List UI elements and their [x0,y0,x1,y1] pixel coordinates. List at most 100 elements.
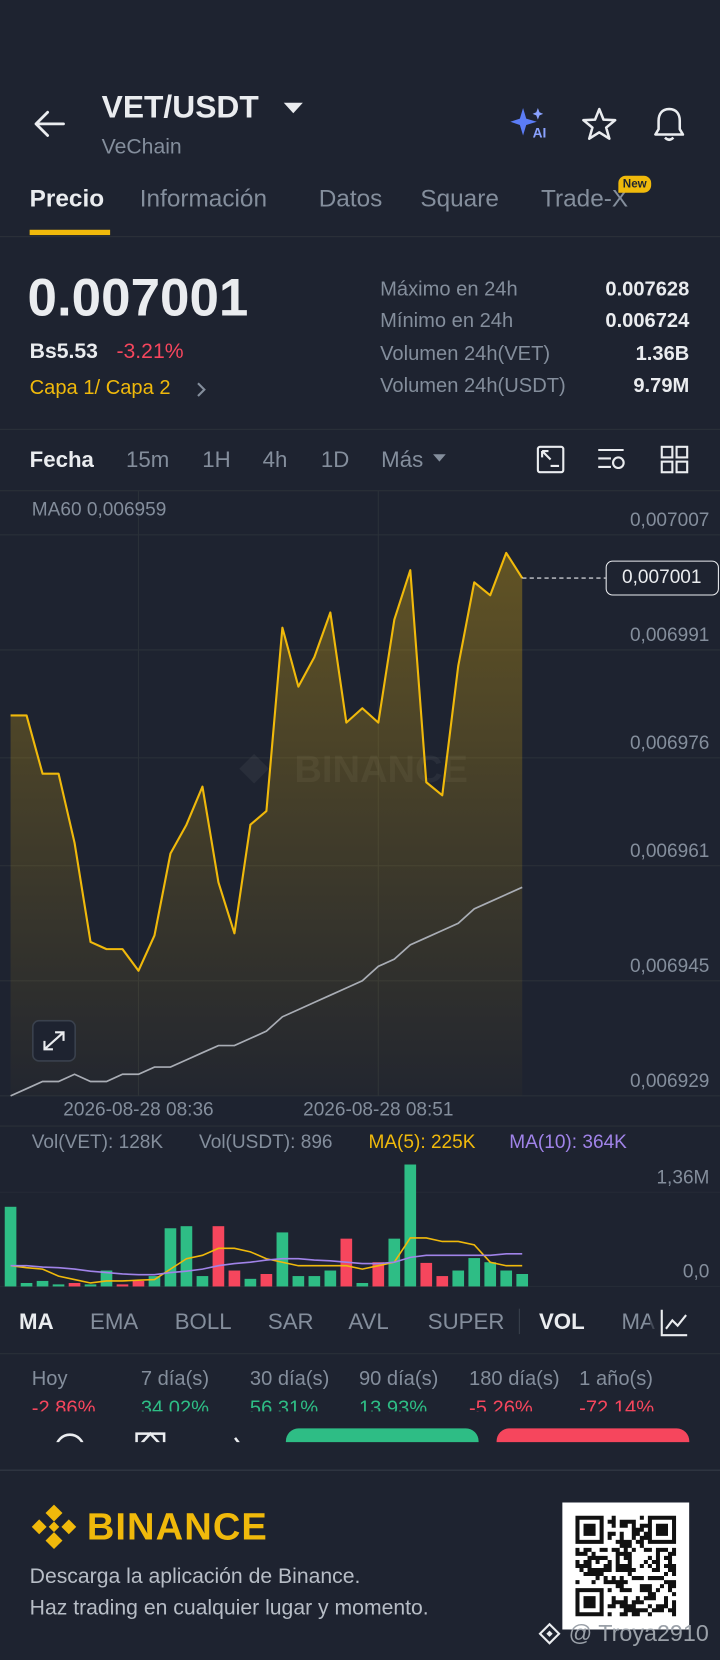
tab[interactable]: Precio [29,184,105,212]
buy-button[interactable] [285,1428,479,1443]
volume-bar [324,1270,337,1287]
indicator-tab[interactable]: MA [621,1309,655,1335]
period: 90 día(s) [358,1367,439,1391]
interval[interactable]: 1D [320,447,350,473]
volume-bar [132,1280,145,1287]
svg-text:AI: AI [533,126,547,141]
interval[interactable]: Más [381,447,424,473]
volume-bar [308,1276,321,1287]
period: Hoy [31,1367,68,1391]
last-price: 0.007001 [27,267,249,328]
banner-line: Descarga la aplicación de Binance. [29,1564,361,1589]
interval[interactable]: Fecha [29,447,94,473]
more-caret [433,454,446,462]
volume-bar [420,1262,433,1287]
period: 1 año(s) [579,1367,653,1391]
volume-bar [292,1276,305,1287]
interval[interactable]: 15m [125,447,170,473]
stat-label: Mínimo en 24h [380,310,514,333]
stat-value: 9.79M [633,374,690,398]
fullscreen-button[interactable] [32,1019,76,1062]
watermark-logo [538,1622,561,1645]
volume-bar [148,1276,161,1287]
volume-bar [436,1276,449,1287]
stat-label: Máximo en 24h [380,278,518,301]
price-line [10,551,524,972]
indicator-tab[interactable]: VOL [538,1309,585,1335]
volume-bar [100,1270,113,1287]
tab-underline [29,229,111,236]
indicator-icon [660,1309,688,1337]
stat-value: 0.007628 [605,278,690,301]
volume-bar [84,1284,97,1287]
tab[interactable]: Información [139,184,268,212]
tab[interactable]: Datos [318,184,383,212]
indicator-tab[interactable]: EMA [89,1309,139,1335]
last-price-box [605,560,719,596]
ai-button[interactable]: AI [510,106,550,142]
stat-value: 0.006724 [605,310,690,333]
price-area [10,552,523,1096]
toolbar-icon[interactable] [214,1432,248,1443]
y-tick-label: 0,006929 [630,1071,709,1092]
x-tick-label: 2026-08-28 08:51 [303,1100,453,1121]
indicator-tab[interactable]: SAR [267,1309,314,1335]
new-badge: New [618,175,652,193]
stat-label: Volumen 24h(VET) [380,343,551,366]
y-tick-label: 0,006976 [630,733,709,754]
y-tick-label: 0,006961 [630,841,709,862]
divider [0,236,720,238]
indicator-settings[interactable] [650,1300,720,1345]
period-change: -5,26% [469,1397,533,1412]
volume-tick-label: 0,0 [683,1262,709,1283]
tab[interactable]: Trade-X [541,184,629,212]
price-change: -3.21% [116,339,184,364]
favorite-button[interactable] [581,106,617,142]
pair-dropdown[interactable] [283,101,304,116]
volume-legend: MA(5): 225K [368,1130,476,1152]
volume-bar [372,1262,385,1287]
volume-bar [36,1280,49,1287]
brand: BINANCE [86,1504,268,1548]
alert-button[interactable] [650,105,688,143]
y-tick-label: 0,007007 [630,510,709,531]
volume-legend: MA(10): 364K [509,1130,627,1152]
indicator-tab[interactable]: AVL [348,1309,389,1335]
volume-bar [468,1258,481,1287]
period: 180 día(s) [469,1367,560,1391]
interval[interactable]: 4h [262,447,288,473]
interval[interactable]: 1H [202,447,231,473]
indicator-tab[interactable]: BOLL [174,1309,232,1335]
ma60-line [10,886,523,1097]
banner-line: Haz trading en cualquier lugar y momento… [29,1596,429,1620]
volume-legend: Vol(USDT): 896 [199,1130,333,1152]
period: 30 día(s) [249,1367,330,1391]
x-tick-label: 2026-08-28 08:36 [63,1100,213,1121]
sell-button[interactable] [496,1428,690,1443]
period-change: 56,31% [249,1397,319,1412]
volume-bar [244,1278,257,1287]
indicator-tab[interactable]: MA [19,1309,54,1335]
toolbar-icon[interactable] [132,1429,168,1443]
volume-bar [452,1270,465,1287]
volume-bar [68,1283,81,1287]
qr-code [562,1502,690,1630]
divider [0,490,720,492]
depth-icon[interactable] [536,445,566,475]
pair-title[interactable]: VET/USDT [101,89,259,125]
settings-icon[interactable] [596,445,628,475]
toolbar-icon[interactable] [53,1432,87,1443]
stat-label: Volumen 24h(USDT) [380,374,566,398]
fiat-price: Bs5.53 [29,339,98,364]
asset-name: VeChain [101,135,182,159]
volume-bar [116,1284,129,1287]
volume-bar [356,1283,369,1287]
binance-logo [31,1504,77,1550]
back-button[interactable] [32,108,66,140]
tab[interactable]: Square [420,184,499,212]
layout-icon[interactable] [660,445,690,475]
volume-bar [228,1270,241,1287]
layer-link[interactable]: Capa 1/ Capa 2 [29,376,171,400]
indicator-tab[interactable]: SUPER [427,1309,505,1335]
